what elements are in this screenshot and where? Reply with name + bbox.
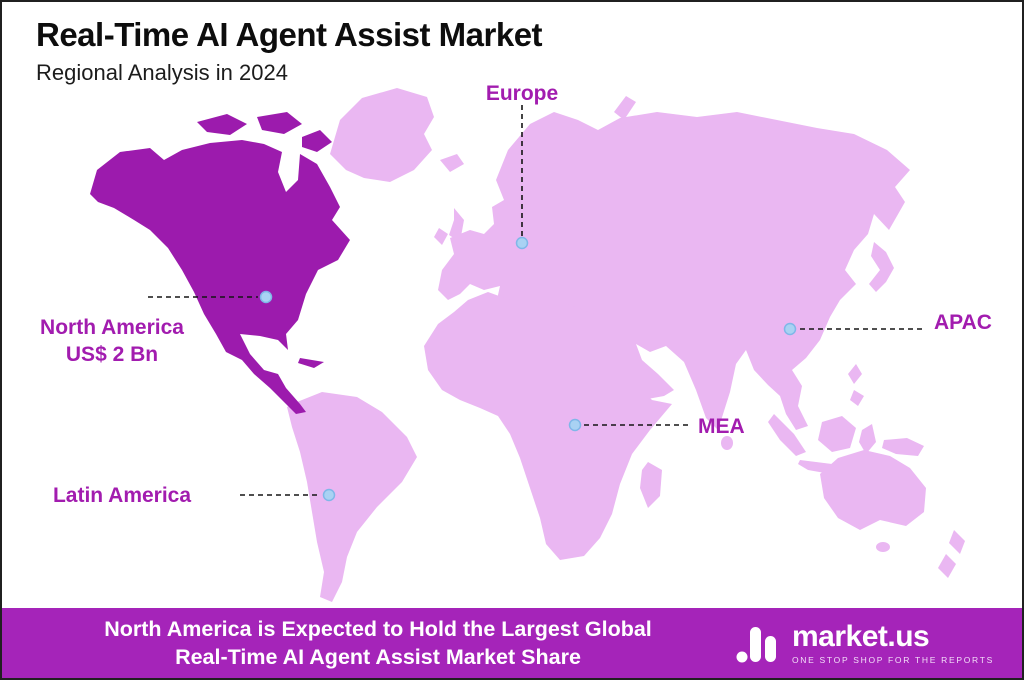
connector-lines [148, 105, 926, 496]
label-north-america: North America US$ 2 Bn [10, 314, 214, 368]
banner-line-2: Real-Time AI Agent Assist Market Share [175, 645, 581, 669]
region-name: APAC [934, 311, 992, 334]
map-base-regions [287, 88, 965, 602]
marketus-logo: market.us ONE STOP SHOP FOR THE REPORTS [735, 621, 994, 665]
logo-text: market.us [791, 619, 930, 653]
marketus-logo-icon [736, 627, 776, 663]
region-value: US$ 2 Bn [65, 343, 159, 366]
label-latin-america: Latin America [30, 482, 214, 509]
region-name: Latin America [52, 484, 192, 507]
page-subtitle: Regional Analysis in 2024 [36, 60, 288, 85]
map-markers [259, 236, 797, 502]
marketus-logo-wordmark: market.us ONE STOP SHOP FOR THE REPORTS [791, 619, 994, 665]
apac-marker [783, 322, 797, 336]
europe-marker [515, 236, 529, 250]
banner-line-1: North America is Expected to Hold the La… [104, 617, 652, 641]
label-mea: MEA [698, 413, 745, 440]
map-north-america [90, 112, 350, 414]
region-name: North America [40, 316, 184, 339]
label-europe: Europe [452, 80, 592, 107]
latin-america-marker [322, 488, 336, 502]
region-name: Europe [485, 82, 559, 105]
page-title: Real-Time AI Agent Assist Market [36, 16, 543, 53]
label-apac: APAC [934, 309, 992, 336]
north-america-marker [259, 290, 273, 304]
footer-banner: North America is Expected to Hold the La… [2, 608, 1022, 678]
logo-tagline: ONE STOP SHOP FOR THE REPORTS [791, 654, 994, 665]
region-name: MEA [698, 415, 745, 438]
banner-text: North America is Expected to Hold the La… [48, 615, 708, 671]
header: Real-Time AI Agent Assist Market Regiona… [36, 16, 543, 86]
mea-marker [568, 418, 582, 432]
